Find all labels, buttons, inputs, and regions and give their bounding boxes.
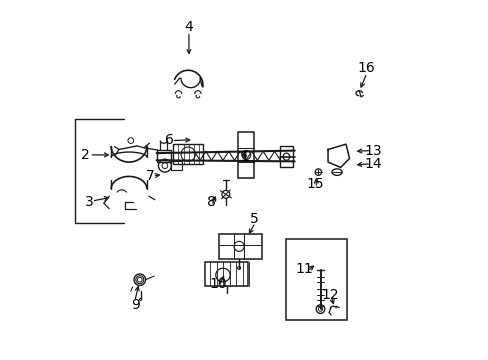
Text: 9: 9 <box>130 298 139 312</box>
Bar <box>219 234 262 259</box>
Bar <box>238 132 254 178</box>
Text: 4: 4 <box>184 19 193 33</box>
Bar <box>204 262 247 286</box>
Bar <box>156 149 171 162</box>
Text: 5: 5 <box>250 212 258 226</box>
Text: 7: 7 <box>146 169 155 183</box>
Text: 1: 1 <box>240 150 248 164</box>
Bar <box>280 146 292 167</box>
Text: 12: 12 <box>321 288 339 302</box>
Text: 2: 2 <box>81 148 89 162</box>
Text: 11: 11 <box>295 262 313 276</box>
Bar <box>171 161 182 170</box>
Text: 16: 16 <box>357 61 374 75</box>
Text: 8: 8 <box>206 195 216 209</box>
Bar <box>285 239 346 320</box>
Bar <box>172 144 203 164</box>
Text: 13: 13 <box>364 144 382 158</box>
Text: 14: 14 <box>364 157 382 171</box>
Text: 15: 15 <box>306 177 324 190</box>
Text: 6: 6 <box>164 133 173 147</box>
Text: 10: 10 <box>209 277 226 291</box>
Text: 3: 3 <box>85 194 94 208</box>
